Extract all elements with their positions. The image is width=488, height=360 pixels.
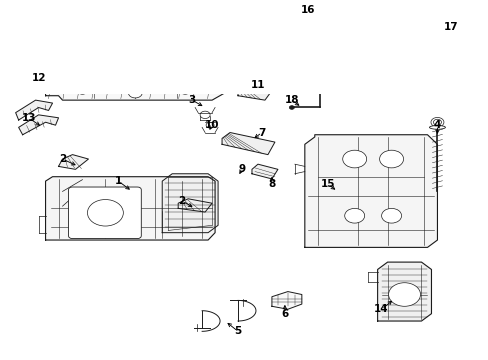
Text: 9: 9 xyxy=(238,165,245,174)
Text: 6: 6 xyxy=(281,309,288,319)
Text: 5: 5 xyxy=(234,326,241,336)
Circle shape xyxy=(77,87,87,94)
Polygon shape xyxy=(271,292,301,309)
Text: 10: 10 xyxy=(204,120,219,130)
Polygon shape xyxy=(162,174,218,233)
Text: 2: 2 xyxy=(59,154,66,164)
Circle shape xyxy=(381,208,401,223)
Polygon shape xyxy=(45,177,215,240)
FancyBboxPatch shape xyxy=(68,187,141,239)
Text: 2: 2 xyxy=(178,196,185,206)
Text: 7: 7 xyxy=(258,127,265,138)
Text: 11: 11 xyxy=(250,80,264,90)
Circle shape xyxy=(289,105,294,109)
Polygon shape xyxy=(222,132,274,154)
Polygon shape xyxy=(304,135,437,247)
Circle shape xyxy=(179,57,191,66)
Text: 17: 17 xyxy=(443,22,458,32)
Text: 15: 15 xyxy=(320,179,334,189)
Polygon shape xyxy=(16,100,52,120)
Text: 3: 3 xyxy=(188,95,195,105)
Circle shape xyxy=(180,87,190,94)
Polygon shape xyxy=(19,115,59,135)
Circle shape xyxy=(285,19,293,25)
Polygon shape xyxy=(377,262,430,321)
Polygon shape xyxy=(238,85,271,100)
Text: 8: 8 xyxy=(268,179,275,189)
Polygon shape xyxy=(251,164,277,179)
Circle shape xyxy=(127,53,143,65)
Circle shape xyxy=(344,208,364,223)
Circle shape xyxy=(432,119,441,125)
Text: 4: 4 xyxy=(433,120,440,130)
Circle shape xyxy=(342,150,366,168)
Polygon shape xyxy=(178,199,212,212)
Circle shape xyxy=(205,122,214,128)
Circle shape xyxy=(128,87,142,98)
Text: 12: 12 xyxy=(31,73,46,83)
Circle shape xyxy=(430,117,443,127)
Polygon shape xyxy=(45,46,224,100)
Polygon shape xyxy=(59,154,88,169)
Circle shape xyxy=(87,199,123,226)
Text: 16: 16 xyxy=(300,5,314,14)
Circle shape xyxy=(388,283,420,306)
Ellipse shape xyxy=(428,126,445,129)
Circle shape xyxy=(200,111,210,118)
Circle shape xyxy=(317,82,322,86)
Circle shape xyxy=(379,150,403,168)
Text: 18: 18 xyxy=(284,95,299,105)
Text: 13: 13 xyxy=(21,113,36,123)
Circle shape xyxy=(329,18,342,27)
Text: 1: 1 xyxy=(115,176,122,186)
Circle shape xyxy=(76,57,88,66)
Text: 14: 14 xyxy=(373,304,388,314)
